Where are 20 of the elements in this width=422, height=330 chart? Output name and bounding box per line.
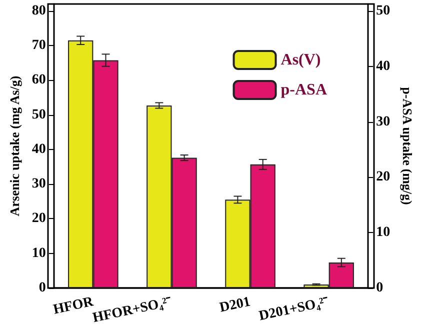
y-tick-label: 60 — [32, 72, 46, 88]
y-tick-label: 70 — [32, 38, 46, 54]
y2-tick-label: 50 — [376, 3, 390, 18]
y-tick-label: 40 — [32, 142, 46, 157]
y-tick-label: 0 — [38, 280, 46, 296]
legend-label: As(V) — [280, 52, 321, 68]
y-axis-title: Arsenic uptake (mg As/g) — [7, 76, 22, 216]
y-tick-label: 20 — [32, 211, 46, 226]
y-tick-label: 50 — [32, 107, 46, 122]
y2-tick-label: 10 — [376, 225, 390, 240]
y-tick-label: 80 — [32, 3, 46, 18]
y-tick-label: 10 — [32, 246, 46, 261]
y2-tick-label: 20 — [376, 170, 390, 185]
y2-tick-label: 40 — [376, 58, 390, 74]
y2-tick-label: 30 — [376, 114, 390, 130]
y-tick-label: 30 — [32, 176, 46, 192]
x-tick-label: D201 — [218, 294, 252, 316]
legend-label: p-ASA — [280, 82, 328, 98]
y2-axis-title: p-ASA uptake (mg/g) — [400, 87, 415, 205]
y2-tick-label: 0 — [376, 280, 384, 296]
